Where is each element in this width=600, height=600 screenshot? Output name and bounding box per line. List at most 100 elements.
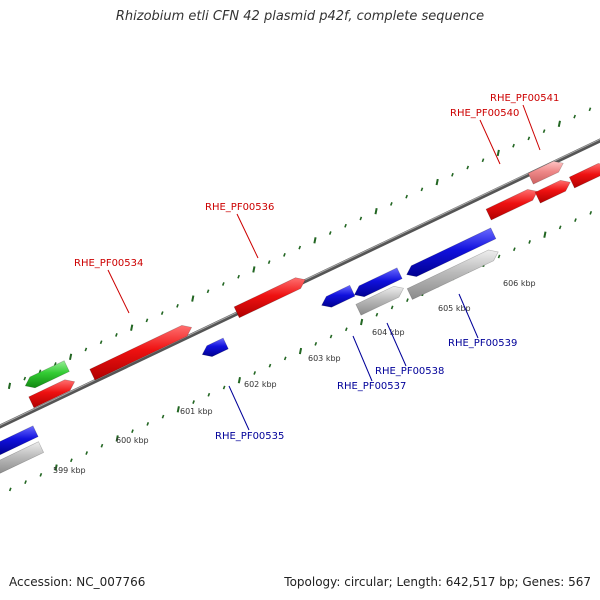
- inner-tick: [390, 305, 394, 310]
- gene-label: RHE_PF00538: [375, 366, 444, 377]
- inner-tick: [360, 318, 364, 326]
- outer-tick: [206, 289, 210, 294]
- reverse-gene: [406, 227, 497, 277]
- inner-tick: [314, 341, 318, 346]
- outer-tick: [145, 318, 149, 323]
- gene-label: RHE_PF00536: [205, 202, 274, 213]
- forward-gene: [485, 189, 538, 221]
- accession-label: Accession: NC_007766: [9, 575, 146, 589]
- gene-label: RHE_PF00540: [450, 108, 519, 119]
- outer-tick: [115, 333, 118, 337]
- inner-tick: [192, 400, 195, 404]
- outer-tick: [23, 376, 27, 381]
- outer-tick: [99, 340, 103, 345]
- gene-leader-line: [479, 119, 501, 165]
- outer-tick: [84, 347, 88, 352]
- outer-tick: [7, 382, 12, 390]
- inner-tick: [543, 231, 547, 238]
- outer-tick: [237, 274, 240, 279]
- inner-tick: [115, 435, 119, 442]
- gene-leader-line: [107, 269, 130, 314]
- inner-tick: [406, 298, 409, 303]
- kbp-tick-label: 603 kbp: [308, 354, 341, 363]
- kbp-tick-label: 606 kbp: [503, 279, 536, 288]
- inner-tick: [131, 429, 134, 434]
- outer-tick: [451, 172, 454, 177]
- inner-tick: [176, 406, 180, 413]
- kbp-tick-label: 604 kbp: [372, 328, 405, 337]
- outer-tick: [466, 165, 470, 170]
- outer-tick: [328, 231, 332, 235]
- reverse-gene: [353, 267, 403, 298]
- outer-tick: [176, 303, 179, 308]
- gene-leader-line: [236, 213, 259, 259]
- inner-tick: [24, 480, 27, 485]
- kbp-tick-label: 599 kbp: [53, 466, 86, 475]
- reverse-gene: [321, 284, 356, 308]
- rna-gene: [24, 360, 70, 389]
- inner-tick: [268, 363, 272, 368]
- inner-tick: [54, 464, 58, 471]
- inner-tick: [298, 347, 303, 355]
- outer-tick: [573, 114, 577, 119]
- outer-tick: [298, 245, 302, 250]
- inner-tick: [207, 392, 211, 397]
- inner-tick: [574, 218, 577, 222]
- outer-tick: [252, 266, 256, 273]
- outer-tick: [344, 223, 347, 228]
- pseudo-gene: [0, 441, 45, 474]
- map-title: Rhizobium etli CFN 42 plasmid p42f, comp…: [115, 9, 485, 24]
- outer-tick: [481, 158, 485, 163]
- outer-tick: [313, 237, 317, 244]
- kbp-tick-label: 600 kbp: [116, 436, 149, 445]
- forward-gene: [89, 325, 193, 381]
- inner-tick: [344, 327, 348, 332]
- outer-tick: [405, 194, 408, 199]
- kbp-tick-label: 605 kbp: [438, 304, 471, 313]
- gene-label: RHE_PF00541: [490, 93, 559, 104]
- outer-tick: [527, 136, 531, 141]
- pseudo-gene: [527, 160, 564, 185]
- outer-tick: [390, 202, 393, 206]
- inner-tick: [283, 356, 287, 361]
- inner-tick: [8, 487, 12, 492]
- inner-tick: [70, 458, 73, 463]
- gene-label: RHE_PF00539: [448, 338, 517, 349]
- outer-tick: [221, 282, 225, 286]
- outer-tick: [359, 216, 363, 221]
- gene-leader-line: [458, 293, 479, 339]
- outer-tick: [496, 149, 500, 157]
- inner-tick: [558, 225, 562, 230]
- outer-tick: [557, 120, 561, 128]
- inner-tick: [146, 422, 150, 426]
- gene-label: RHE_PF00537: [337, 381, 406, 392]
- inner-tick: [237, 377, 241, 384]
- outer-tick: [160, 311, 164, 315]
- outer-tick: [130, 324, 134, 331]
- gene-leader-line: [228, 385, 250, 431]
- pseudo-gene: [355, 285, 405, 316]
- outer-tick: [374, 208, 378, 215]
- outer-tick: [420, 187, 424, 192]
- inner-tick: [589, 210, 593, 215]
- inner-tick: [497, 254, 501, 259]
- inner-tick: [39, 472, 43, 477]
- pseudo-gene: [406, 249, 499, 300]
- inner-tick: [375, 312, 379, 317]
- kbp-tick-label: 601 kbp: [180, 407, 213, 416]
- inner-tick: [513, 247, 516, 252]
- reverse-gene: [0, 425, 39, 456]
- kbp-tick-label: 602 kbp: [244, 380, 277, 389]
- outer-tick: [588, 107, 592, 112]
- genome-summary: Topology: circular; Length: 642,517 bp; …: [284, 575, 591, 589]
- inner-tick: [85, 451, 88, 455]
- outer-tick: [435, 178, 439, 186]
- inner-tick: [528, 240, 531, 244]
- inner-tick: [222, 385, 226, 390]
- inner-tick: [253, 371, 257, 375]
- forward-gene: [28, 379, 76, 409]
- forward-gene: [534, 179, 571, 204]
- outer-tick: [542, 129, 546, 134]
